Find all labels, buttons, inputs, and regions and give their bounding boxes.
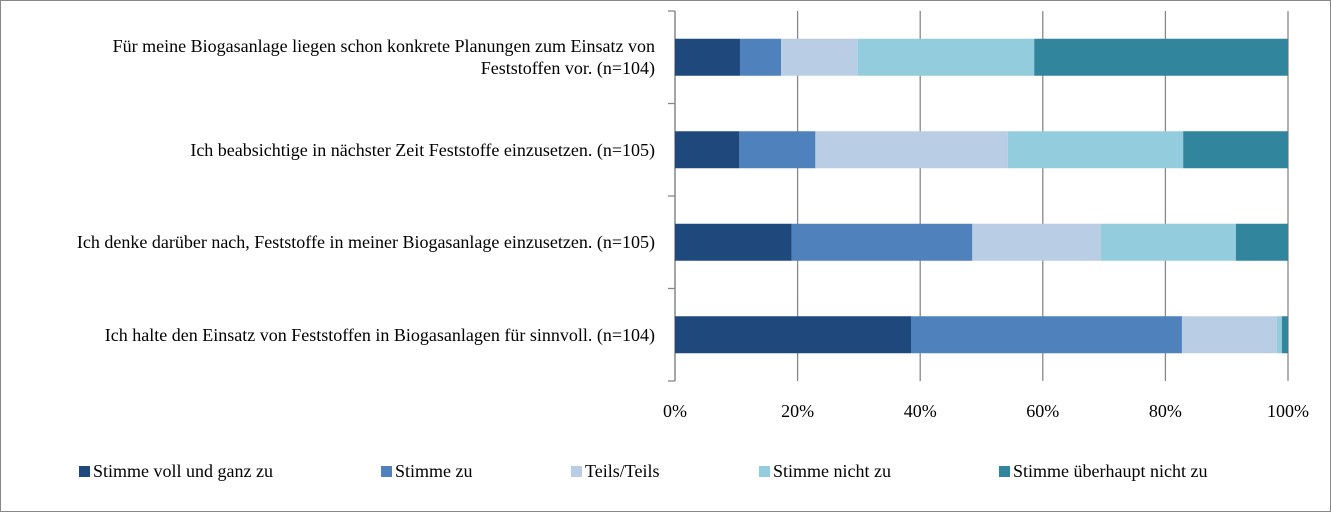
bar-segment: [911, 316, 1182, 354]
bar-segment: [815, 131, 1008, 169]
bar-segment: [675, 316, 912, 354]
bar-segment: [675, 38, 740, 76]
y-tick-label: Ich denke darüber nach, Feststoffe in me…: [76, 232, 655, 253]
bar-segment: [1235, 223, 1288, 261]
bar-segment: [1183, 131, 1288, 169]
legend-label: Stimme nicht zu: [773, 461, 891, 481]
legend-label: Stimme überhaupt nicht zu: [1013, 461, 1207, 481]
legend-swatch: [381, 466, 392, 477]
legend-label: Stimme zu: [395, 461, 473, 481]
bar-segment: [1101, 223, 1236, 261]
bar-segment: [675, 131, 740, 169]
bar-segment: [675, 223, 792, 261]
bar-segment: [972, 223, 1102, 261]
x-tick-label: 60%: [1026, 401, 1059, 421]
legend-label: Stimme voll und ganz zu: [93, 461, 273, 481]
bar-segment: [1181, 316, 1277, 354]
y-tick-label: Für meine Biogasanlage liegen schon konk…: [112, 36, 655, 79]
bar-segment: [739, 38, 782, 76]
x-tick-label: 0%: [663, 401, 687, 421]
legend-swatch: [999, 466, 1010, 477]
y-tick-label: Ich halte den Einsatz von Feststoffen in…: [104, 324, 655, 345]
x-tick-label: 20%: [781, 401, 814, 421]
bar-segment: [857, 38, 1035, 76]
x-tick-label: 80%: [1149, 401, 1182, 421]
bar-segment: [781, 38, 858, 76]
legend-swatch: [571, 466, 582, 477]
bar-segment: [1007, 131, 1184, 169]
bar-segment: [1276, 316, 1282, 354]
bar-segment: [791, 223, 973, 261]
bar-segment: [1034, 38, 1288, 76]
legend-swatch: [759, 466, 770, 477]
y-tick-label: Ich beabsichtige in nächster Zeit Festst…: [190, 139, 655, 160]
bar-segment: [739, 131, 816, 169]
legend-swatch: [79, 466, 90, 477]
x-tick-label: 100%: [1267, 401, 1309, 421]
x-tick-label: 40%: [904, 401, 937, 421]
legend-label: Teils/Teils: [585, 461, 659, 481]
bar-segment: [1281, 316, 1288, 354]
